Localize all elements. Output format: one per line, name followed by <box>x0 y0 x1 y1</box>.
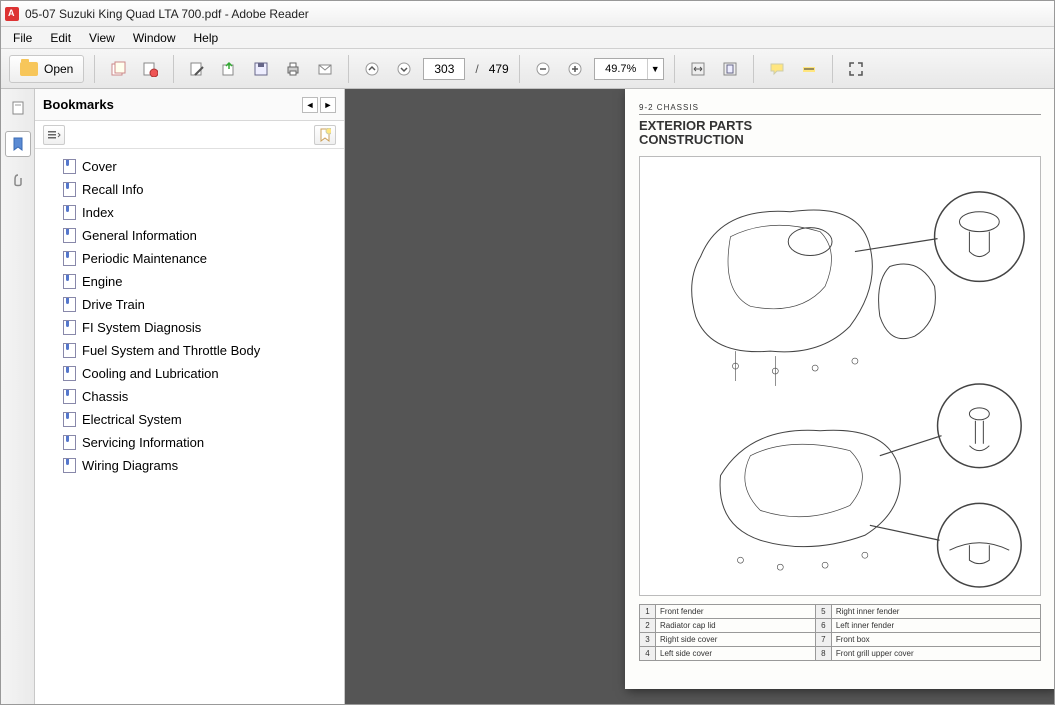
bookmark-icon <box>63 412 76 427</box>
bookmark-label: Drive Train <box>82 297 145 312</box>
bookmark-item[interactable]: Chassis <box>39 385 340 408</box>
zoom-value: 49.7% <box>595 63 647 75</box>
page-heading-1: EXTERIOR PARTS <box>639 119 1041 133</box>
zoom-in-button[interactable] <box>562 56 588 82</box>
page-total: 479 <box>489 62 509 76</box>
email-button[interactable] <box>312 56 338 82</box>
bookmark-label: Cover <box>82 159 117 174</box>
zoom-dropdown-icon[interactable]: ▼ <box>647 59 663 79</box>
bookmarks-title: Bookmarks <box>43 97 114 112</box>
menu-help[interactable]: Help <box>186 29 227 47</box>
menu-window[interactable]: Window <box>125 29 184 47</box>
bookmark-label: Chassis <box>82 389 128 404</box>
pdf-page: 9-2 CHASSIS EXTERIOR PARTS CONSTRUCTION <box>625 89 1054 689</box>
menu-edit[interactable]: Edit <box>42 29 79 47</box>
document-area[interactable]: 9-2 CHASSIS EXTERIOR PARTS CONSTRUCTION <box>345 89 1054 704</box>
window-title: 05-07 Suzuki King Quad LTA 700.pdf - Ado… <box>25 7 309 21</box>
save-button[interactable] <box>248 56 274 82</box>
bookmark-label: Servicing Information <box>82 435 204 450</box>
thumbnails-tab[interactable] <box>5 95 31 121</box>
bookmark-label: Cooling and Lubrication <box>82 366 219 381</box>
bookmark-item[interactable]: Servicing Information <box>39 431 340 454</box>
open-label: Open <box>44 62 73 76</box>
bookmark-icon <box>63 228 76 243</box>
export-button[interactable] <box>216 56 242 82</box>
bookmark-icon <box>63 182 76 197</box>
folder-icon <box>20 62 38 76</box>
page-down-button[interactable] <box>391 56 417 82</box>
page-heading-2: CONSTRUCTION <box>639 133 1041 147</box>
bookmark-label: Wiring Diagrams <box>82 458 178 473</box>
bookmarks-list: Cover Recall Info Index General Information… <box>35 149 344 704</box>
page-up-button[interactable] <box>359 56 385 82</box>
bookmark-item[interactable]: Recall Info <box>39 178 340 201</box>
fit-width-button[interactable] <box>685 56 711 82</box>
bookmark-item[interactable]: Fuel System and Throttle Body <box>39 339 340 362</box>
bookmark-label: Index <box>82 205 114 220</box>
bookmark-icon <box>63 251 76 266</box>
bookmark-item[interactable]: Periodic Maintenance <box>39 247 340 270</box>
toolbar: Open / 479 49.7% ▼ <box>1 49 1054 89</box>
bookmark-label: Fuel System and Throttle Body <box>82 343 260 358</box>
bookmark-item[interactable]: FI System Diagnosis <box>39 316 340 339</box>
side-tabs <box>1 89 35 704</box>
bookmark-label: Engine <box>82 274 122 289</box>
bookmarks-next-button[interactable]: ► <box>320 97 336 113</box>
bookmark-item[interactable]: Drive Train <box>39 293 340 316</box>
page-separator: / <box>471 62 482 76</box>
bookmark-icon <box>63 297 76 312</box>
bookmark-label: General Information <box>82 228 197 243</box>
zoom-out-button[interactable] <box>530 56 556 82</box>
bookmarks-new-button[interactable] <box>314 125 336 145</box>
bookmarks-tab[interactable] <box>5 131 31 157</box>
attachments-tab[interactable] <box>5 167 31 193</box>
bookmark-item[interactable]: Wiring Diagrams <box>39 454 340 477</box>
comment-button[interactable] <box>764 56 790 82</box>
highlight-button[interactable] <box>796 56 822 82</box>
parts-legend-table: 1Front fender5Right inner fender2Radiato… <box>639 604 1041 661</box>
create-pdf-button[interactable] <box>105 56 131 82</box>
menu-view[interactable]: View <box>81 29 123 47</box>
bookmarks-options-button[interactable] <box>43 125 65 145</box>
bookmark-icon <box>63 205 76 220</box>
bookmark-item[interactable]: Electrical System <box>39 408 340 431</box>
bookmark-item[interactable]: General Information <box>39 224 340 247</box>
bookmark-icon <box>63 458 76 473</box>
bookmark-label: Periodic Maintenance <box>82 251 207 266</box>
menu-file[interactable]: File <box>5 29 40 47</box>
bookmark-label: Electrical System <box>82 412 182 427</box>
convert-button[interactable] <box>137 56 163 82</box>
edit-button[interactable] <box>184 56 210 82</box>
section-header: 9-2 CHASSIS <box>639 103 1041 115</box>
bookmark-icon <box>63 343 76 358</box>
titlebar: 05-07 Suzuki King Quad LTA 700.pdf - Ado… <box>1 1 1054 27</box>
fullscreen-button[interactable] <box>843 56 869 82</box>
open-button[interactable]: Open <box>9 55 84 83</box>
bookmark-item[interactable]: Engine <box>39 270 340 293</box>
bookmark-icon <box>63 389 76 404</box>
bookmark-item[interactable]: Cover <box>39 155 340 178</box>
bookmark-icon <box>63 366 76 381</box>
bookmarks-prev-button[interactable]: ◄ <box>302 97 318 113</box>
menubar: File Edit View Window Help <box>1 27 1054 49</box>
bookmark-icon <box>63 159 76 174</box>
print-button[interactable] <box>280 56 306 82</box>
bookmark-icon <box>63 320 76 335</box>
bookmark-icon <box>63 435 76 450</box>
zoom-level[interactable]: 49.7% ▼ <box>594 58 664 80</box>
bookmark-item[interactable]: Index <box>39 201 340 224</box>
bookmark-item[interactable]: Cooling and Lubrication <box>39 362 340 385</box>
exploded-diagram <box>639 156 1041 596</box>
page-number-input[interactable] <box>423 58 465 80</box>
bookmark-label: Recall Info <box>82 182 143 197</box>
pdf-icon <box>5 7 19 21</box>
main-area: Bookmarks ◄ ► Cover Recall Info Index Gener… <box>1 89 1054 704</box>
bookmark-label: FI System Diagnosis <box>82 320 201 335</box>
bookmarks-panel: Bookmarks ◄ ► Cover Recall Info Index Gener… <box>35 89 345 704</box>
fit-page-button[interactable] <box>717 56 743 82</box>
bookmark-icon <box>63 274 76 289</box>
